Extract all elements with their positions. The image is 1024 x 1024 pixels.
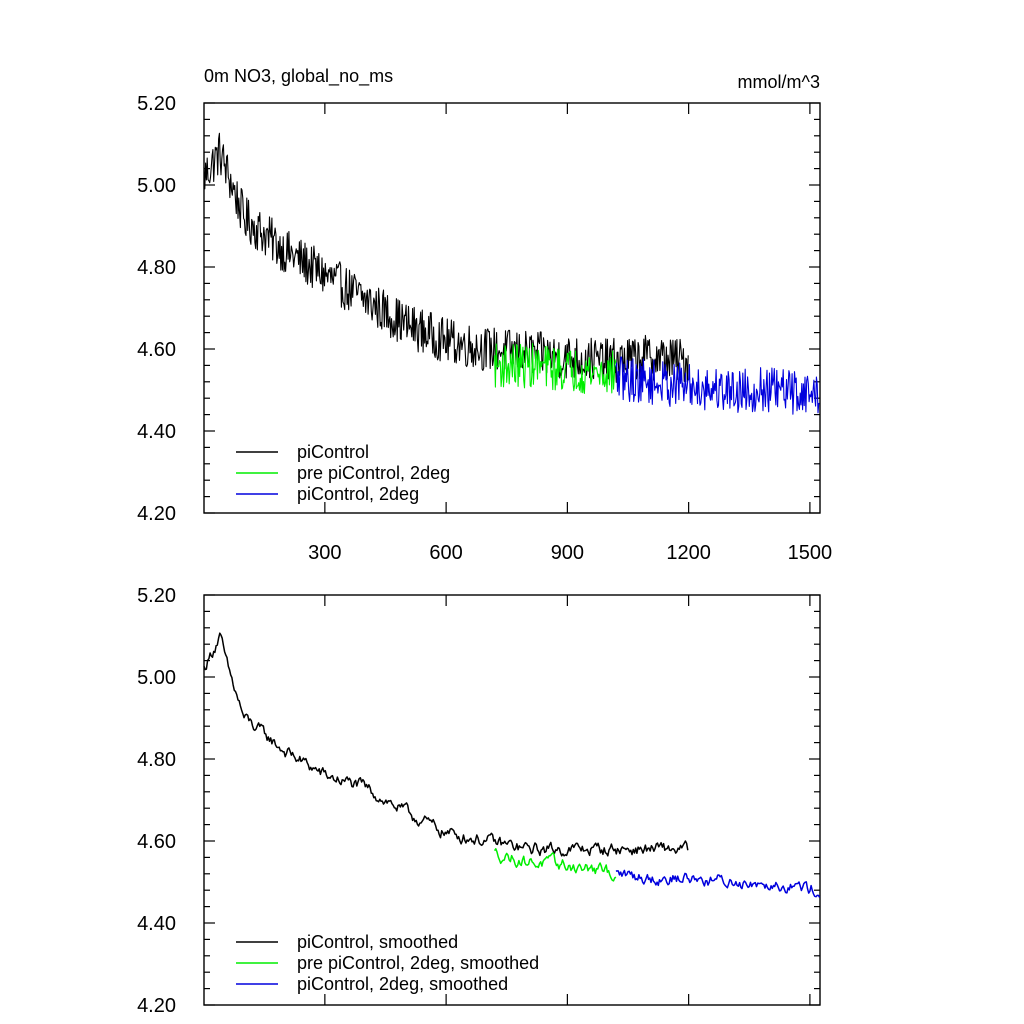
- plot-frame: [203, 102, 821, 514]
- y-tick-labels: 4.20 4.40 4.60 4.80 5.00 5.20: [137, 93, 176, 525]
- legend-label: piControl, 2deg: [297, 484, 419, 504]
- x-tick-label: 600: [429, 542, 462, 564]
- legend-label: piControl, 2deg, smoothed: [297, 974, 508, 994]
- x-tick-label: 900: [551, 542, 584, 564]
- chart-title: 0m NO3, global_no_ms: [204, 66, 393, 87]
- plot-frame: [203, 594, 821, 1006]
- y-tick-label: 5.00: [137, 667, 176, 689]
- legend-label: piControl, smoothed: [297, 932, 458, 952]
- series-line: [203, 132, 689, 384]
- series-line: [615, 356, 820, 415]
- y-tick-label: 4.60: [137, 831, 176, 853]
- series-line: [615, 869, 821, 898]
- panel-bottom: 4.20 4.40 4.60 4.80 5.00 5.20 piControl, smoo…: [137, 585, 821, 1017]
- y-tick-labels: 4.20 4.40 4.60 4.80 5.00 5.20: [137, 585, 176, 1017]
- legend-label: pre piControl, 2deg: [297, 463, 450, 483]
- x-tick-label: 1200: [666, 542, 711, 564]
- y-tick-label: 5.20: [137, 585, 176, 607]
- legend-label: piControl: [297, 442, 369, 462]
- series-line: [203, 632, 689, 857]
- y-tick-label: 5.20: [137, 93, 176, 115]
- x-tick-labels: 300 600 900 1200 1500: [308, 542, 832, 564]
- y-tick-label: 4.40: [137, 421, 176, 443]
- y-tick-label: 4.40: [137, 913, 176, 935]
- y-tick-label: 4.20: [137, 995, 176, 1017]
- y-tick-label: 4.60: [137, 339, 176, 361]
- y-tick-label: 4.80: [137, 749, 176, 771]
- tick-marks: [204, 102, 820, 514]
- y-tick-label: 4.80: [137, 257, 176, 279]
- y-tick-label: 4.20: [137, 503, 176, 525]
- series-line: [494, 343, 617, 394]
- series-line: [493, 848, 617, 882]
- series-lines: [203, 632, 821, 898]
- y-tick-label: 5.00: [137, 175, 176, 197]
- x-tick-label: 1500: [788, 542, 833, 564]
- tick-marks: [204, 594, 820, 1006]
- series-lines: [203, 132, 820, 415]
- legend-label: pre piControl, 2deg, smoothed: [297, 953, 539, 973]
- x-tick-label: 300: [308, 542, 341, 564]
- panel-top: 0m NO3, global_no_ms mmol/m^3 4.204.404.…: [137, 66, 832, 564]
- chart-units: mmol/m^3: [738, 72, 820, 92]
